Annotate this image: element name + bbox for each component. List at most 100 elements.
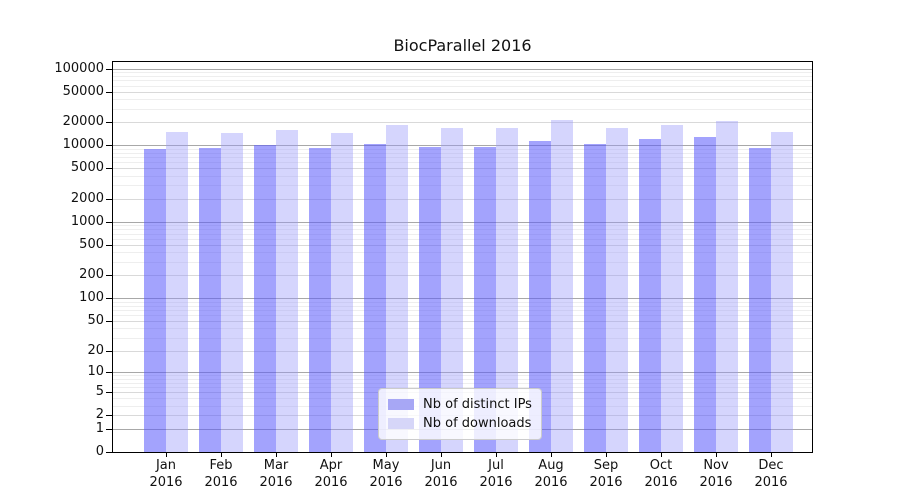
y-tick-label-500: 500 — [79, 236, 104, 252]
x-tick-year: 2016 — [699, 475, 733, 490]
x-tick-label-jul: Jul 2016 — [468, 457, 524, 491]
x-tick-mark-mar — [276, 452, 277, 457]
gridline-100 — [113, 298, 812, 300]
gridline-20 — [113, 350, 812, 352]
x-tick-year: 2016 — [259, 475, 293, 490]
gridline-9000 — [113, 148, 812, 150]
y-tick-label-20: 20 — [87, 342, 104, 358]
bar-ips-jan — [144, 149, 166, 452]
bar-ips-jun — [419, 146, 441, 452]
legend-label: Nb of distinct IPs — [423, 397, 532, 412]
gridline-6000 — [113, 162, 812, 164]
gridline-700 — [113, 233, 812, 235]
x-tick-month: Sep — [593, 458, 619, 473]
x-tick-label-oct: Oct 2016 — [633, 457, 689, 491]
x-tick-label-may: May 2016 — [358, 457, 414, 491]
y-tick-mark-1 — [106, 428, 113, 430]
gridline-60 — [113, 315, 812, 317]
y-tick-label-100: 100 — [79, 290, 104, 306]
gridline-70000 — [113, 80, 812, 82]
x-tick-year: 2016 — [479, 475, 513, 490]
x-tick-month: Mar — [263, 458, 289, 473]
bar-ips-jul — [474, 146, 496, 452]
bar-downloads-jan — [166, 132, 188, 452]
x-tick-label-jun: Jun 2016 — [413, 457, 469, 491]
y-tick-label-5000: 5000 — [70, 160, 104, 176]
bar-ips-feb — [199, 148, 221, 452]
x-tick-mark-apr — [331, 452, 332, 457]
x-tick-year: 2016 — [754, 475, 788, 490]
gridline-900 — [113, 225, 812, 227]
chart-title: BiocParallel 2016 — [393, 36, 532, 55]
gridline-60000 — [113, 85, 812, 87]
gridline-90000 — [113, 72, 812, 73]
gridline-80 — [113, 305, 812, 307]
x-tick-month: Dec — [758, 458, 784, 473]
gridline-800 — [113, 229, 812, 231]
y-tick-mark-2000 — [106, 198, 113, 200]
x-tick-label-aug: Aug 2016 — [523, 457, 579, 491]
x-tick-year: 2016 — [149, 475, 183, 490]
bar-downloads-jun — [441, 128, 463, 452]
bar-downloads-sep — [606, 127, 628, 452]
gridline-1000 — [113, 221, 812, 223]
x-tick-month: May — [372, 458, 400, 473]
y-tick-label-2: 2 — [95, 407, 104, 423]
legend-entry-distinct-ips: Nb of distinct IPs — [388, 395, 532, 414]
x-tick-month: Jun — [430, 458, 452, 473]
gridline-7 — [113, 382, 812, 384]
bar-ips-aug — [529, 140, 551, 452]
legend-label: Nb of downloads — [423, 416, 532, 431]
y-tick-mark-10000 — [106, 145, 113, 147]
gridline-30 — [113, 337, 812, 339]
bar-ips-mar — [254, 145, 276, 452]
gridline-40 — [113, 328, 812, 330]
x-tick-mark-dec — [771, 452, 772, 457]
x-tick-label-mar: Mar 2016 — [248, 457, 304, 491]
gridline-100000 — [113, 68, 812, 70]
gridline-6 — [113, 387, 812, 389]
y-tick-label-2000: 2000 — [70, 190, 104, 206]
bar-downloads-mar — [276, 129, 298, 452]
x-tick-year: 2016 — [204, 475, 238, 490]
x-tick-year: 2016 — [424, 475, 458, 490]
y-tick-mark-20000 — [106, 122, 113, 124]
x-tick-month: Jul — [488, 458, 504, 473]
x-tick-mark-may — [386, 452, 387, 457]
x-tick-year: 2016 — [644, 475, 678, 490]
y-tick-mark-0 — [106, 452, 113, 453]
y-tick-mark-50 — [106, 321, 113, 322]
y-tick-mark-100 — [106, 298, 113, 300]
gridline-40000 — [113, 99, 812, 100]
x-tick-mark-jun — [441, 452, 442, 457]
x-tick-month: Nov — [703, 458, 729, 473]
y-tick-mark-2 — [106, 415, 113, 417]
bar-downloads-oct — [661, 124, 683, 452]
y-tick-label-5: 5 — [95, 384, 104, 400]
x-tick-mark-feb — [221, 452, 222, 457]
gridline-90 — [113, 301, 812, 303]
x-tick-mark-oct — [661, 452, 662, 457]
gridline-9 — [113, 375, 812, 377]
y-tick-label-0: 0 — [95, 444, 104, 459]
y-tick-mark-500 — [106, 244, 113, 246]
x-tick-year: 2016 — [589, 475, 623, 490]
gridline-500 — [113, 244, 812, 246]
x-tick-year: 2016 — [314, 475, 348, 490]
y-tick-mark-5000 — [106, 168, 113, 170]
gridline-400 — [113, 252, 812, 254]
gridline-7000 — [113, 157, 812, 159]
bar-ips-nov — [694, 137, 716, 452]
plot-area — [112, 61, 813, 453]
gridline-600 — [113, 238, 812, 240]
x-tick-month: Jan — [155, 458, 177, 473]
gridline-4000 — [113, 175, 812, 177]
gridline-5000 — [113, 168, 812, 170]
x-tick-mark-sep — [606, 452, 607, 457]
y-tick-label-20000: 20000 — [62, 114, 104, 130]
x-tick-mark-jul — [496, 452, 497, 457]
bar-ips-apr — [309, 148, 331, 452]
x-tick-month: Apr — [319, 458, 343, 473]
bar-downloads-jul — [496, 127, 518, 452]
gridline-8000 — [113, 152, 812, 154]
